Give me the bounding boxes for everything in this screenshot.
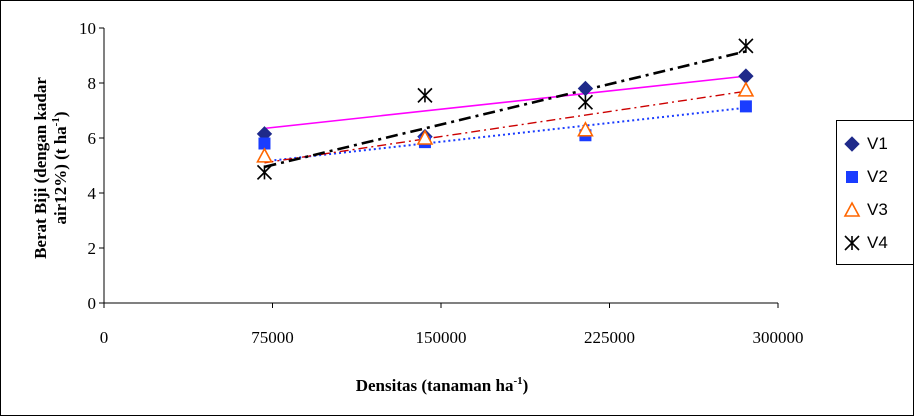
- legend-marker-v3: [843, 201, 861, 217]
- y-tick-label: 2: [88, 239, 97, 258]
- y-tick-label: 8: [88, 74, 97, 93]
- point-v4: [738, 38, 754, 54]
- point-v2: [739, 100, 752, 113]
- legend-item-v1: V1: [837, 129, 913, 159]
- legend: V1 V2 V3 V4: [836, 120, 914, 265]
- legend-marker-v2: [846, 171, 858, 183]
- y-tick-label: 10: [79, 19, 96, 38]
- legend-label: V2: [867, 167, 888, 186]
- x-tick-label: 0: [100, 328, 109, 347]
- point-v2: [258, 137, 271, 150]
- legend-marker-v1: [844, 136, 860, 152]
- point-v3: [737, 81, 755, 97]
- point-v4: [577, 94, 593, 110]
- legend-label: V4: [867, 233, 888, 252]
- trendline-v2: [264, 106, 747, 163]
- trendline-v3: [264, 90, 747, 164]
- y-tick-label: 6: [88, 129, 97, 148]
- legend-marker-shape: [843, 201, 861, 217]
- x-tick-label: 225000: [584, 328, 635, 347]
- legend-marker-shape: [844, 136, 860, 152]
- y-axis-title-line1: Berat Biji (dengan kadar: [31, 77, 50, 259]
- point-v4: [417, 87, 433, 103]
- legend-marker-shape: [846, 171, 858, 183]
- point-v3: [416, 129, 434, 145]
- legend-label: V1: [867, 134, 888, 153]
- legend-item-v3: V3: [837, 195, 913, 225]
- x-tick-label: 75000: [251, 328, 294, 347]
- data-markers: [256, 38, 755, 180]
- legend-marker-v4: [844, 235, 860, 251]
- point-v3: [577, 121, 594, 137]
- x-tick-label: 300000: [753, 328, 804, 347]
- y-tick-label: 4: [88, 184, 97, 203]
- point-v3: [256, 147, 273, 163]
- trend-lines: [264, 50, 747, 169]
- legend-marker-shape: [844, 235, 860, 251]
- y-axis-title-line2: air12%) (t ha-1): [50, 111, 70, 224]
- x-axis-title: Densitas (tanaman ha-1): [356, 375, 529, 395]
- legend-item-v2: V2: [837, 162, 913, 192]
- legend-label: V3: [867, 200, 888, 219]
- trendline-v4: [264, 50, 747, 169]
- trendline-v1: [264, 75, 746, 130]
- y-tick-label: 0: [88, 294, 97, 313]
- point-v4: [256, 164, 273, 180]
- legend-item-v4: V4: [837, 228, 913, 258]
- x-tick-label: 150000: [416, 328, 467, 347]
- point-v1: [738, 68, 754, 84]
- axes: 0 2 4 6 8 10 0 75000 150000 225000 300000: [79, 19, 804, 347]
